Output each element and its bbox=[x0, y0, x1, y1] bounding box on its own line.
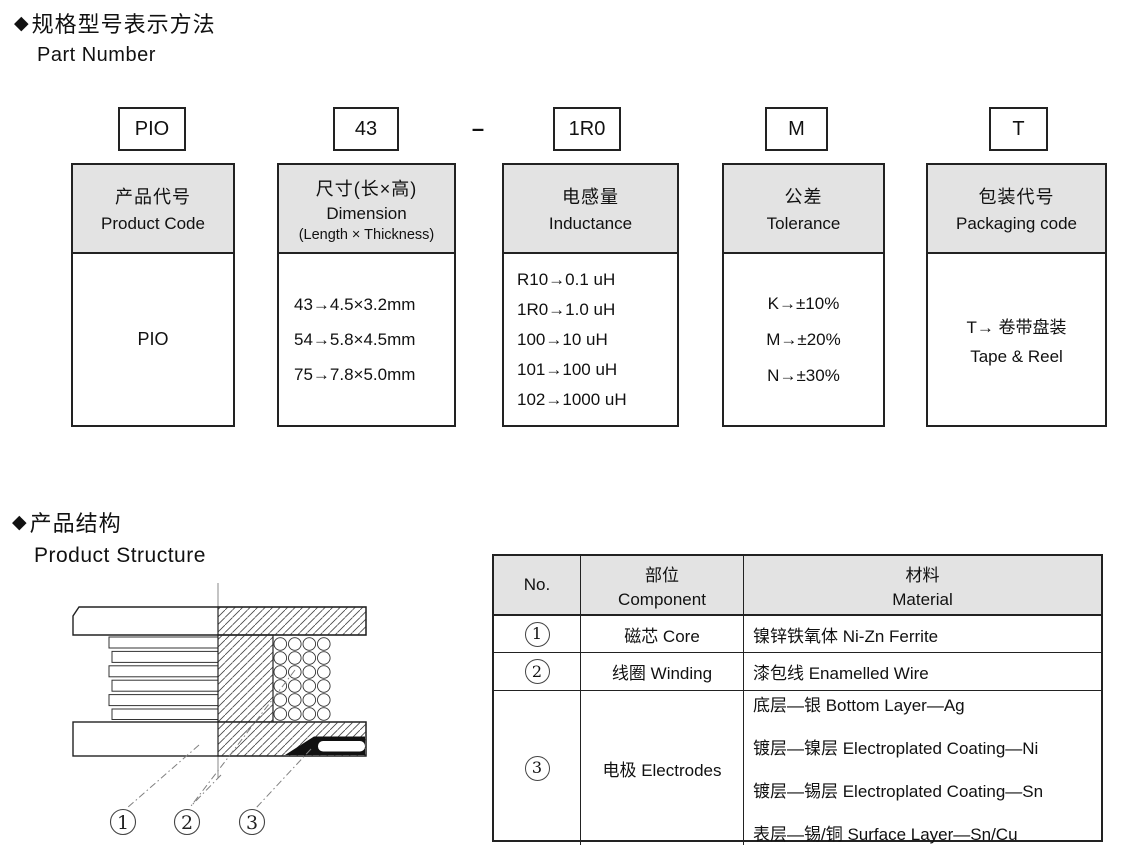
column-packaging: 包装代号 Packaging code T→ 卷带盘装 Tape & Reel bbox=[926, 163, 1107, 427]
value-line: 1R0→1.0 uH bbox=[517, 299, 616, 319]
header-label-cn: 部位 bbox=[645, 565, 679, 585]
column-inductance-header: 电感量 Inductance bbox=[504, 165, 677, 254]
circled-number: 2 bbox=[524, 659, 550, 684]
header-en: Inductance bbox=[548, 214, 633, 233]
code-box-product: PIO bbox=[118, 107, 186, 151]
header-en: Dimension bbox=[326, 203, 407, 223]
table-row-no: 1 bbox=[494, 614, 580, 652]
column-tolerance: 公差 Tolerance K→±10% M→±20% N→±30% bbox=[722, 163, 885, 427]
value-line: PIO bbox=[137, 329, 169, 349]
table-row-material: 底层—银 Bottom Layer—Ag 镀层—镍层 Electroplated… bbox=[743, 690, 1101, 845]
header-label-cn: 材料 bbox=[905, 565, 940, 585]
part-number-title: ◆ 规格型号表示方法 bbox=[14, 7, 216, 39]
table-row-material: 镍锌铁氧体 Ni-Zn Ferrite bbox=[743, 614, 1101, 652]
diamond-bullet-icon: ◆ bbox=[14, 12, 30, 34]
callout-1: 1 bbox=[117, 812, 129, 834]
diamond-bullet-icon: ◆ bbox=[12, 511, 28, 533]
material-line: 镀层—锡层 Electroplated Coating—Sn bbox=[753, 782, 1044, 801]
value-line: 75→7.8×5.0mm bbox=[294, 364, 416, 384]
value-line: R10→0.1 uH bbox=[517, 269, 616, 289]
material-line: 底层—银 Bottom Layer—Ag bbox=[753, 696, 965, 715]
column-product-code-body: PIO bbox=[73, 254, 233, 425]
column-tolerance-body: K→±10% M→±20% N→±30% bbox=[724, 254, 883, 425]
part-number-title-cn: 规格型号表示方法 bbox=[31, 12, 216, 37]
code-box-inductance: 1R0 bbox=[553, 107, 621, 151]
structure-table: No. 部位 Component 材料 Material 1 磁芯 Core 镍… bbox=[492, 554, 1103, 845]
value-line: K→±10% bbox=[767, 293, 840, 313]
column-dimension: 尺寸(长×高) Dimension (Length × Thickness) 4… bbox=[277, 163, 456, 427]
column-product-code: 产品代号 Product Code PIO bbox=[71, 163, 235, 427]
value-line: 43→4.5×3.2mm bbox=[294, 294, 416, 314]
table-row-no: 2 bbox=[494, 652, 580, 690]
core-top-flange-section bbox=[217, 606, 367, 636]
material-line: 表层—锡/铜 Surface Layer—Sn/Cu bbox=[753, 825, 1018, 844]
product-structure-title-cn: 产品结构 bbox=[29, 511, 122, 536]
header-cn: 公差 bbox=[784, 187, 823, 207]
header-label: No. bbox=[523, 575, 551, 594]
table-row-component: 线圈 Winding bbox=[580, 652, 743, 690]
header-cn: 包装代号 bbox=[978, 187, 1055, 207]
column-inductance-body: R10→0.1 uH 1R0→1.0 uH 100→10 uH 101→100 … bbox=[504, 254, 677, 425]
table-row-component: 电极 Electrodes bbox=[580, 690, 743, 845]
column-inductance: 电感量 Inductance R10→0.1 uH 1R0→1.0 uH 100… bbox=[502, 163, 679, 427]
table-row-component: 磁芯 Core bbox=[580, 614, 743, 652]
header-cn: 产品代号 bbox=[115, 187, 191, 207]
column-dimension-header: 尺寸(长×高) Dimension (Length × Thickness) bbox=[279, 165, 454, 254]
core-center-post-section bbox=[217, 634, 274, 723]
electrode-terminal bbox=[318, 741, 365, 752]
winding-stack bbox=[108, 636, 219, 720]
column-dimension-body: 43→4.5×3.2mm 54→5.8×4.5mm 75→7.8×5.0mm bbox=[279, 254, 454, 425]
value-line: 54→5.8×4.5mm bbox=[294, 329, 416, 349]
material-line: 镀层—镍层 Electroplated Coating—Ni bbox=[753, 739, 1039, 758]
header-label-en: Material bbox=[892, 589, 953, 609]
header-note: (Length × Thickness) bbox=[298, 226, 435, 243]
col-header-material: 材料 Material bbox=[743, 556, 1101, 614]
code-box-dimension: 43 bbox=[333, 107, 399, 151]
value-line: 100→10 uH bbox=[517, 329, 608, 349]
code-box-packaging: T bbox=[989, 107, 1048, 151]
column-packaging-body: T→ 卷带盘装 Tape & Reel bbox=[928, 254, 1105, 425]
value-line: M→±20% bbox=[766, 329, 841, 349]
header-label-en: Component bbox=[618, 589, 706, 609]
winding-cross-section bbox=[273, 637, 331, 721]
header-en: Product Code bbox=[101, 214, 205, 233]
column-packaging-header: 包装代号 Packaging code bbox=[928, 165, 1105, 254]
column-product-code-header: 产品代号 Product Code bbox=[73, 165, 233, 254]
callout-3: 3 bbox=[246, 812, 258, 834]
header-en: Tolerance bbox=[766, 214, 841, 233]
header-en: Packaging code bbox=[956, 214, 1077, 233]
product-structure-title-en: Product Structure bbox=[34, 544, 206, 567]
header-cn: 电感量 bbox=[562, 187, 619, 207]
header-cn: 尺寸(长×高) bbox=[315, 178, 418, 199]
value-line: 101→100 uH bbox=[517, 359, 618, 379]
value-line: T→ 卷带盘装 bbox=[966, 317, 1067, 337]
callout-leader-lines bbox=[126, 669, 312, 809]
circled-number: 3 bbox=[524, 755, 550, 781]
product-structure-diagram: 1 2 3 bbox=[72, 583, 367, 836]
table-row-material: 漆包线 Enamelled Wire bbox=[743, 652, 1101, 690]
callout-markers: 1 2 3 bbox=[109, 808, 266, 836]
code-box-tolerance: M bbox=[765, 107, 828, 151]
value-line: Tape & Reel bbox=[970, 346, 1063, 366]
col-header-no: No. bbox=[494, 556, 580, 614]
column-tolerance-header: 公差 Tolerance bbox=[724, 165, 883, 254]
code-separator: – bbox=[471, 116, 485, 141]
value-line: 102→1000 uH bbox=[517, 389, 627, 409]
col-header-component: 部位 Component bbox=[580, 556, 743, 614]
circled-number: 1 bbox=[524, 621, 550, 647]
table-row-no: 3 bbox=[494, 690, 580, 845]
product-structure-title: ◆ 产品结构 bbox=[12, 506, 122, 538]
callout-2: 2 bbox=[181, 812, 193, 834]
part-number-title-en: Part Number bbox=[37, 44, 156, 66]
core-bottom-flange-outline bbox=[217, 721, 367, 757]
value-line: N→±30% bbox=[767, 365, 840, 385]
